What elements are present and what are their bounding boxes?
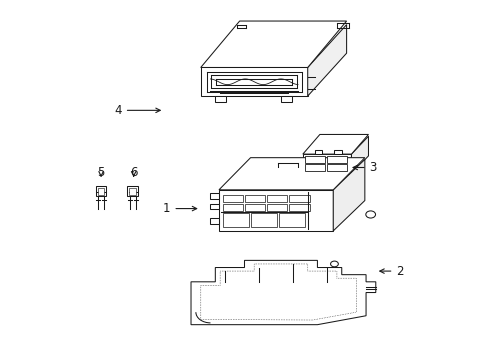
Polygon shape xyxy=(307,24,346,96)
Bar xyxy=(266,204,287,211)
Bar xyxy=(223,204,243,211)
Polygon shape xyxy=(191,260,375,325)
Text: 4: 4 xyxy=(114,104,160,117)
Bar xyxy=(223,195,243,202)
Bar xyxy=(279,213,305,227)
Bar xyxy=(96,186,106,196)
Polygon shape xyxy=(302,154,351,174)
Bar xyxy=(98,188,104,195)
Bar xyxy=(244,204,264,211)
Bar xyxy=(305,156,324,163)
Bar xyxy=(215,96,225,103)
Text: 3: 3 xyxy=(352,161,376,174)
Polygon shape xyxy=(219,158,364,190)
Polygon shape xyxy=(302,134,368,154)
Polygon shape xyxy=(201,21,346,67)
Text: 1: 1 xyxy=(163,202,196,215)
Bar xyxy=(210,193,219,199)
Bar xyxy=(281,96,291,103)
Bar xyxy=(250,213,276,227)
Bar xyxy=(210,218,219,224)
Polygon shape xyxy=(201,67,307,96)
Bar xyxy=(129,188,136,195)
Bar xyxy=(223,213,248,227)
Bar xyxy=(210,204,219,210)
Polygon shape xyxy=(351,136,368,174)
Text: 6: 6 xyxy=(130,166,137,179)
Bar xyxy=(326,156,346,163)
Bar xyxy=(244,195,264,202)
Bar xyxy=(289,195,309,202)
Bar xyxy=(334,150,341,154)
Bar xyxy=(289,204,309,211)
Bar xyxy=(127,186,138,196)
Text: 5: 5 xyxy=(97,166,104,179)
Polygon shape xyxy=(219,190,332,231)
Bar xyxy=(326,164,346,171)
Polygon shape xyxy=(332,159,364,231)
Bar xyxy=(314,150,322,154)
Bar xyxy=(266,195,287,202)
Text: 2: 2 xyxy=(379,265,403,278)
Bar xyxy=(305,164,324,171)
